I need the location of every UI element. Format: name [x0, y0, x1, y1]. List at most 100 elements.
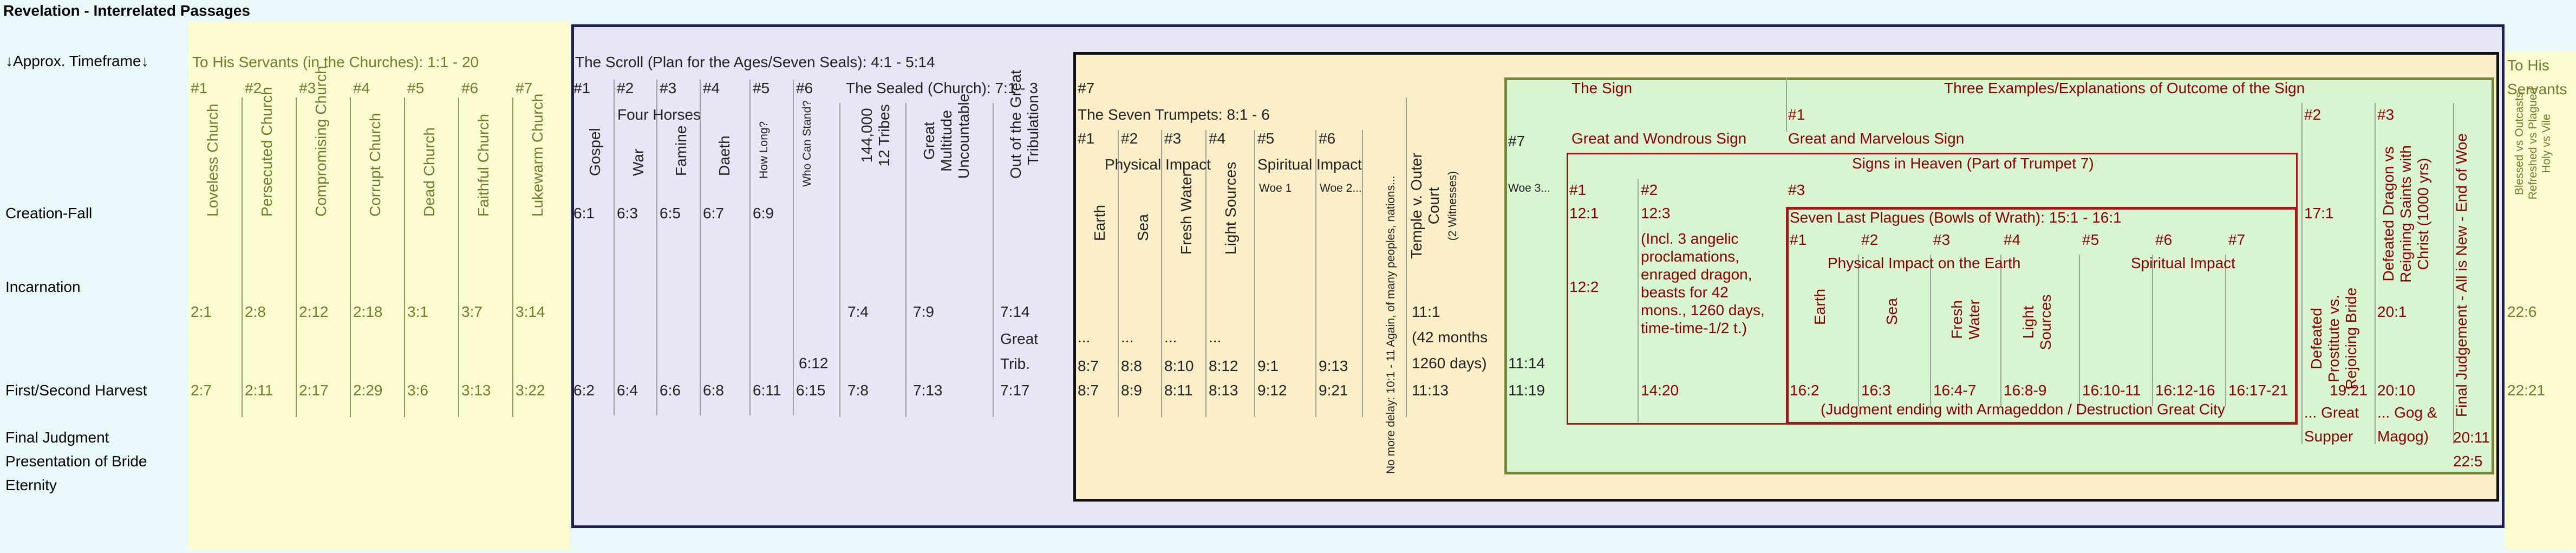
column-line	[350, 97, 351, 417]
temple-verse: 11:13	[1412, 382, 1449, 399]
plagues-region	[1786, 207, 2298, 425]
servant-verse: 3:6	[407, 382, 428, 399]
sign-region	[1504, 77, 2494, 474]
plague-verse: 16:17-21	[2228, 382, 2288, 399]
seal-name: Gospel	[586, 128, 603, 176]
temple-label: Temple v. Outer Court (2 Witnesses)	[1408, 153, 1459, 259]
temple-verse: 1260 days)	[1412, 355, 1487, 372]
column-line	[1638, 179, 1639, 422]
trumpet-name: Fresh Water	[1178, 172, 1195, 255]
seal-name: Famine	[673, 125, 689, 176]
plague-num: #4	[2004, 231, 2021, 248]
seal-verse: 6:4	[617, 382, 638, 399]
timeframe-row: Creation-Fall	[5, 205, 93, 222]
servant-verse: 3:7	[461, 303, 482, 320]
seal-verse: 6:3	[617, 205, 638, 222]
trumpet-woe: Woe 2...	[1320, 182, 1362, 194]
servant-name: Faithful Church	[475, 114, 492, 217]
temple-verse: 11:1	[1412, 303, 1440, 320]
servant-name: Corrupt Church	[367, 113, 383, 217]
trumpet-group: Spiritual Impact	[1257, 156, 1362, 173]
servant-verse: 3:13	[461, 382, 491, 399]
plagues-title: Seven Last Plagues (Bowls of Wrath): 15:…	[1790, 209, 2122, 226]
plague-verse: 16:4-7	[1933, 382, 1977, 399]
servant-num: #3	[299, 80, 316, 96]
servant-verse: 2:12	[299, 303, 329, 320]
timeframe-row: Final Judgment	[5, 429, 109, 446]
column-line	[1362, 130, 1363, 417]
servant-verse: 3:14	[516, 303, 545, 320]
column-line	[749, 80, 751, 415]
plague-verse: 16:2	[1790, 382, 1819, 399]
seal-verse: 6:15	[796, 382, 826, 399]
servant-num: #5	[407, 80, 425, 96]
servant-verse: 2:11	[245, 382, 273, 399]
column-line	[839, 103, 840, 417]
servant-verse: 3:22	[516, 382, 545, 399]
servant-name: Compromising Church	[312, 66, 329, 217]
servant-name: Persecuted Church	[258, 87, 275, 217]
plague-num: #1	[1790, 231, 1807, 248]
sealed-verse: 7:4	[847, 303, 869, 320]
seal-num: #3	[660, 80, 677, 96]
trumpet-dots: ...	[1209, 329, 1222, 346]
column-line	[1205, 130, 1207, 417]
column-line	[1161, 130, 1162, 417]
trumpet-num: #6	[1319, 130, 1336, 147]
column-line	[1406, 97, 1407, 417]
seal-num: #6	[796, 80, 813, 96]
sealed-verse: 7:14	[1000, 303, 1030, 320]
plague-group: Physical Impact on the Earth	[1828, 255, 2021, 271]
column-line	[1315, 130, 1316, 417]
heaven-verse: 12:2	[1569, 278, 1599, 295]
trumpet-num: #1	[1078, 130, 1095, 147]
sealed-verse: Trib.	[1000, 355, 1030, 372]
servant-verse: 2:17	[299, 382, 329, 399]
trumpet-verse: 9:13	[1319, 357, 1348, 374]
trumpet-name: Light Sources	[1222, 161, 1239, 255]
column-line	[700, 80, 701, 415]
sign-verse: 20:1	[2377, 303, 2407, 320]
sealed-col: Great Multitude Uncountable	[921, 93, 972, 179]
trumpet-group: Physical Impact	[1105, 156, 1211, 173]
column-line	[656, 80, 657, 415]
trumpet-verse: 8:12	[1209, 357, 1238, 374]
servants-end-region	[2505, 52, 2576, 550]
servant-verse: 2:18	[353, 303, 383, 320]
servant-verse: 2:8	[245, 303, 266, 320]
sign-label: Great and Marvelous Sign	[1788, 130, 1965, 147]
heaven-incl: (Incl. 3 angelic proclamations, enraged …	[1641, 230, 1765, 336]
seal-verse: 6:7	[703, 205, 724, 222]
column-line	[2375, 103, 2376, 444]
trumpet-num: #7	[1078, 80, 1095, 96]
page-title: Revelation - Interrelated Passages	[3, 2, 250, 19]
column-line	[1858, 255, 1859, 406]
column-line	[2079, 255, 2080, 406]
column-line	[1786, 77, 1787, 132]
trumpet-verse: 8:7	[1078, 357, 1099, 374]
trumpet-num: #2	[1121, 130, 1138, 147]
heaven-num: #3	[1788, 181, 1805, 198]
plague-verse: 16:10-11	[2082, 382, 2141, 399]
column-line	[2301, 103, 2303, 444]
servant-num: #4	[353, 80, 370, 96]
seal-num: #4	[703, 80, 720, 96]
seal-verse: 6:6	[660, 382, 681, 399]
trumpet-verse: 11:14	[1508, 355, 1545, 372]
trumpet-num: #7	[1508, 133, 1525, 149]
seal-name: Who Can Stand?	[801, 100, 813, 187]
sealed-verse: 7:17	[1000, 382, 1030, 399]
trumpet-name: Earth	[1091, 205, 1108, 241]
servant-verse: 2:7	[191, 382, 212, 399]
trumpet-woe: Woe 1	[1259, 182, 1292, 194]
sign-great-supper: ... Great Supper	[2304, 404, 2359, 445]
sign-title: The Sign	[1571, 80, 1633, 96]
trumpet-dots: ...	[1078, 329, 1091, 346]
trumpet-verse: 8:13	[1209, 382, 1238, 399]
plague-name: Earth	[1811, 289, 1828, 325]
timeframe-header: ↓Approx. Timeframe↓	[5, 53, 149, 69]
seal-name: War	[630, 148, 647, 176]
column-line	[993, 103, 994, 417]
column-line	[1118, 130, 1119, 417]
